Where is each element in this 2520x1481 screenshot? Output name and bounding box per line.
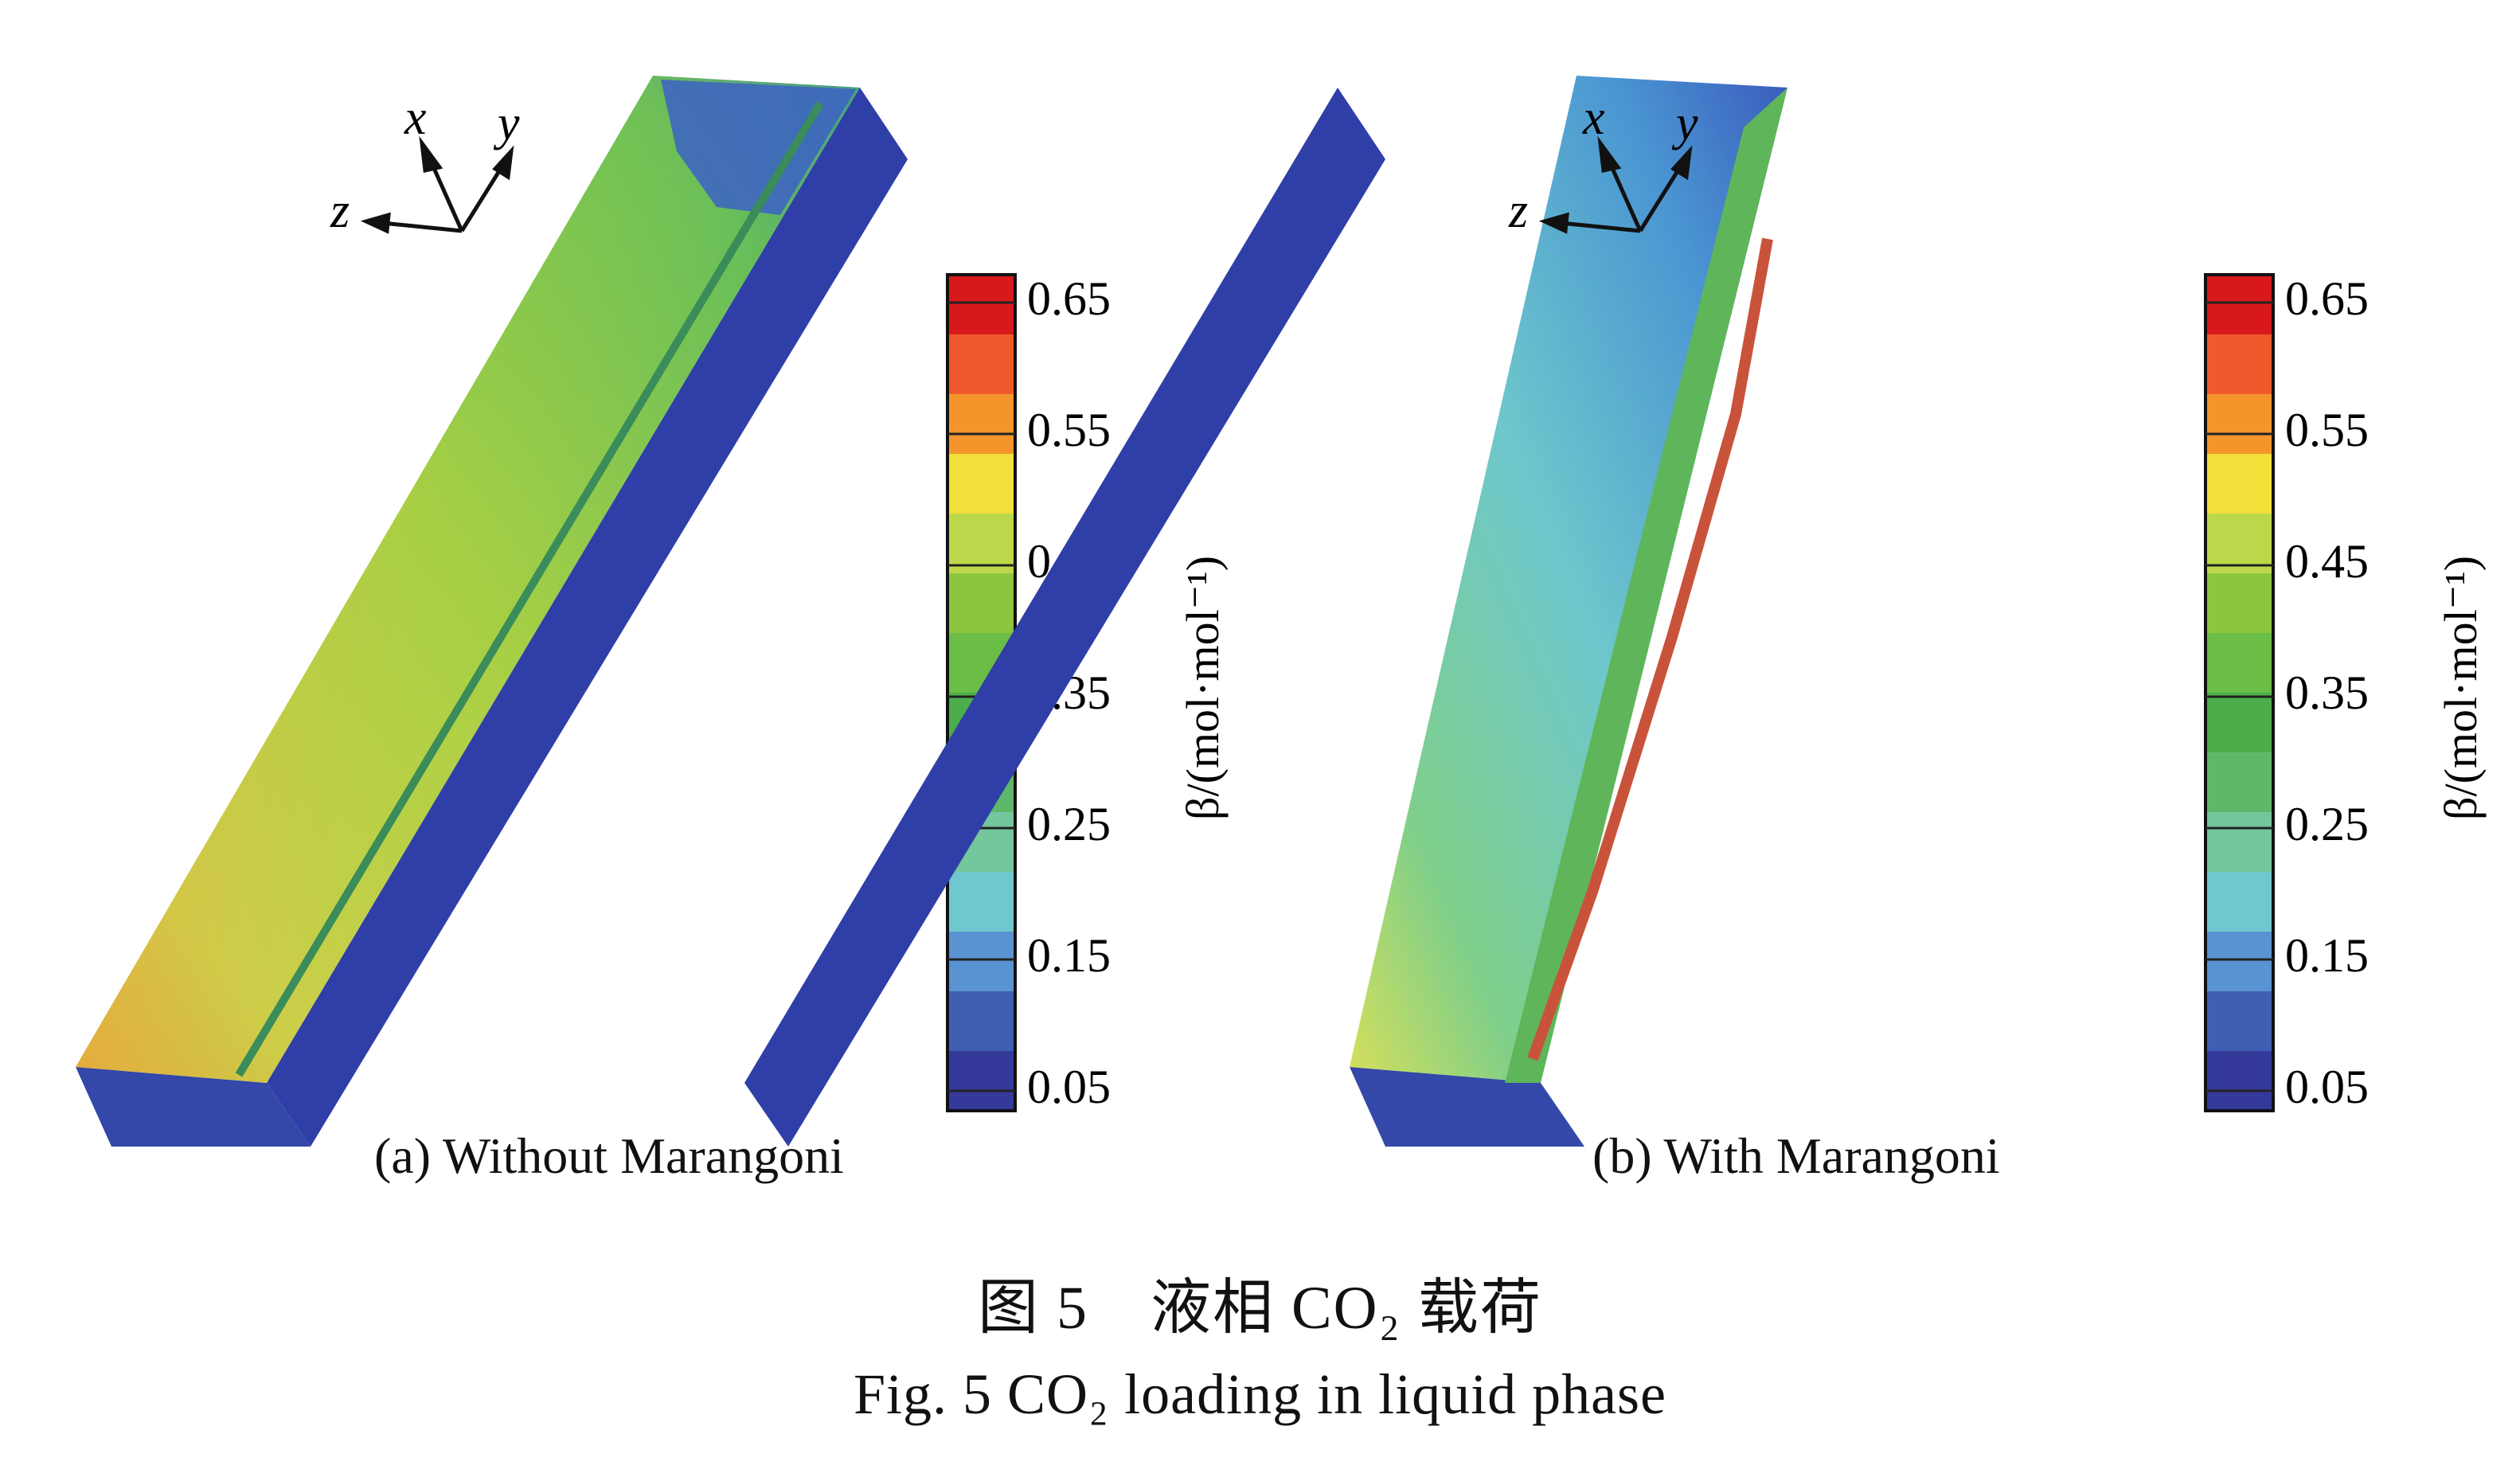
colorbar-swatch: [2205, 693, 2273, 753]
colorbar-frame: [2204, 273, 2275, 1112]
colorbar-swatch: [947, 872, 1015, 932]
loading-surface: [1350, 76, 1787, 1083]
colorbar-tick: 0.35: [2285, 666, 2369, 719]
colorbar-swatch: [947, 394, 1015, 455]
side-green-strip: [1505, 88, 1787, 1083]
surface-shading: [76, 76, 860, 1083]
colorbar-swatch: [2205, 633, 2273, 694]
colorbar-swatch: [947, 454, 1015, 514]
axis-y-label: y: [493, 96, 520, 150]
colorbar-swatch: [2205, 454, 2273, 514]
colorbar-tick: 0.15: [2285, 929, 2369, 982]
colorbar-label: β/(mol·mol⁻¹): [1177, 556, 1229, 820]
low-loading-region: [661, 80, 856, 215]
colorbar-swatch: [2205, 275, 2273, 335]
colorbar-swatch: [2205, 872, 2273, 932]
panel-a: x y z 0.65 0.55 0.45 0.35 0.25 0.15 0.05…: [0, 0, 1258, 1194]
panel-b: x y z 0.65 0.55 0.45 0.35 0.25 0.15 0.05…: [744, 0, 2516, 1194]
colorbar-swatch: [2205, 932, 2273, 992]
high-loading-edge: [1527, 237, 1773, 1061]
colorbar-tick: 0.05: [2285, 1061, 2369, 1113]
axis-z-label: z: [330, 184, 350, 238]
colorbar-tick: 0.65: [1027, 272, 1111, 325]
colorbar-tick: 0.25: [1027, 798, 1111, 850]
colorbar-swatch: [947, 991, 1015, 1052]
trough-side-wall: [744, 88, 1385, 1147]
trough-plot-b: x y z 0.65 0.55 0.45 0.35 0.25 0.15 0.05…: [744, 76, 2487, 1147]
colorbar-swatch: [2205, 514, 2273, 574]
colorbar-swatch: [2205, 812, 2273, 873]
trough-plot-a: x y z 0.65 0.55 0.45 0.35 0.25 0.15 0.05…: [76, 76, 1229, 1147]
colorbar-swatch: [947, 275, 1015, 335]
colorbar-swatch: [947, 334, 1015, 395]
colorbar-swatch: [2205, 394, 2273, 455]
colorbar-swatch: [2205, 1051, 2273, 1112]
panel-a-caption: (a) Without Marangoni: [374, 1127, 844, 1184]
axis-triad: [360, 135, 514, 234]
colorbar-tick: 0.25: [2285, 798, 2369, 850]
trough-side-wall: [267, 88, 908, 1147]
panel-b-caption: (b) With Marangoni: [1592, 1127, 2000, 1184]
colorbar-label: β/(mol·mol⁻¹): [2435, 556, 2487, 820]
trough-end-face: [76, 1067, 311, 1147]
axis-y-label: y: [1671, 96, 1698, 150]
figure-caption-en: Fig. 5 CO₂ loading in liquid phase: [853, 1362, 1667, 1426]
axis-triad: [1538, 135, 1693, 234]
axis-x-label: x: [1582, 91, 1605, 145]
colorbar-swatch: [947, 573, 1015, 634]
colorbar-swatch: [2205, 752, 2273, 813]
colorbar-b: [2204, 273, 2275, 1112]
colorbar-tick: 0.15: [1027, 929, 1111, 982]
axis-z-label: z: [1508, 184, 1528, 238]
colorbar-swatch: [947, 1051, 1015, 1112]
colorbar-swatch: [2205, 334, 2273, 395]
colorbar-swatch: [947, 514, 1015, 574]
colorbar-tick: 0.05: [1027, 1061, 1111, 1113]
axis-x-label: x: [404, 91, 427, 145]
colorbar-swatch: [947, 932, 1015, 992]
colorbar-tick: 0.45: [2285, 535, 2369, 588]
colorbar-tick: 0.55: [1027, 404, 1111, 456]
trough-ridge: [235, 101, 824, 1077]
colorbar-swatch: [2205, 573, 2273, 634]
colorbar-tick: 0.55: [2285, 404, 2369, 456]
colorbar-tick: 0.65: [2285, 272, 2369, 325]
figure-caption-cn: 图 5 液相 CO₂ 载荷: [977, 1275, 1543, 1342]
trough-end-face: [1350, 1067, 1584, 1147]
colorbar-swatch: [2205, 991, 2273, 1052]
